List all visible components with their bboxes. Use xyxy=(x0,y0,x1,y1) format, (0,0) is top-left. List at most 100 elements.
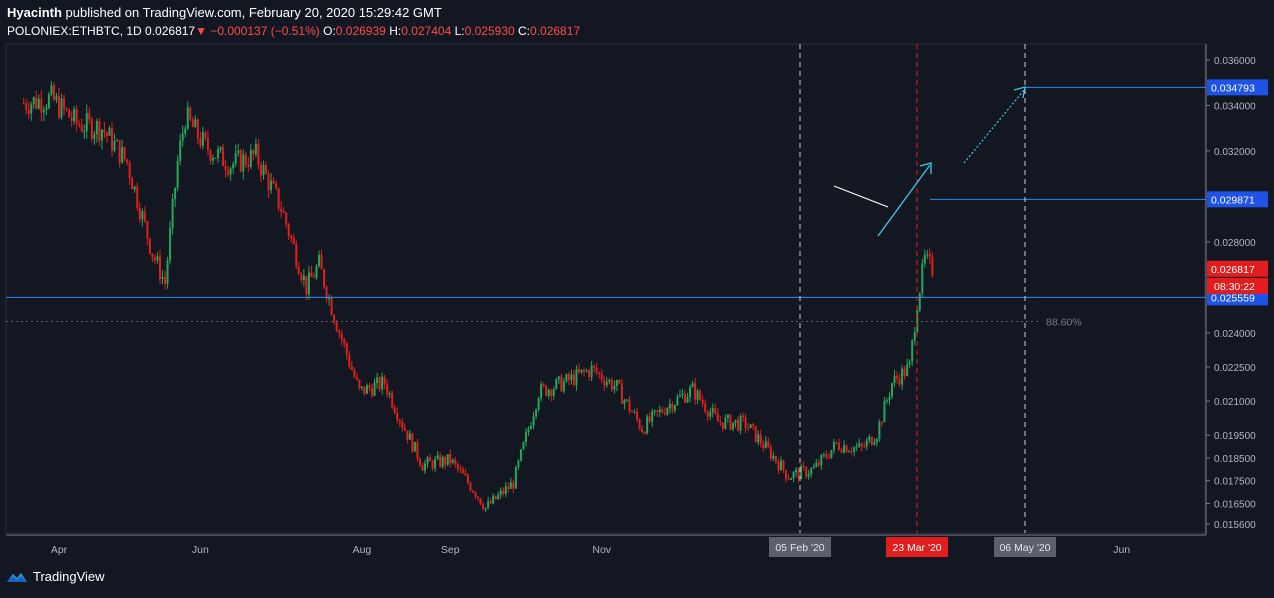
candle-body xyxy=(845,445,848,453)
candle-body xyxy=(658,409,661,412)
candle-body xyxy=(171,199,174,229)
candle-body xyxy=(105,132,108,136)
candle-body xyxy=(353,369,356,377)
candle-body xyxy=(254,143,257,155)
candle-body xyxy=(868,436,871,441)
candle-body xyxy=(802,465,805,467)
candle-body xyxy=(158,256,161,280)
candle-body xyxy=(787,478,790,480)
candle-body xyxy=(585,370,588,372)
candle-body xyxy=(772,455,775,459)
candle-body xyxy=(403,427,406,431)
candle-body xyxy=(832,442,835,451)
candle-body xyxy=(323,269,326,287)
candle-body xyxy=(931,256,934,276)
candle-body xyxy=(709,412,712,417)
candle-body xyxy=(45,107,48,111)
candle-body xyxy=(156,256,159,261)
candle-body xyxy=(906,364,909,376)
y-tick-label: 0.036000 xyxy=(1214,56,1256,67)
candle-body xyxy=(161,276,164,280)
candle-body xyxy=(302,275,305,281)
candle-body xyxy=(721,422,724,429)
candle-body xyxy=(287,224,290,236)
candle-body xyxy=(893,375,896,384)
candle-body xyxy=(401,422,404,428)
x-tick-label: Aug xyxy=(353,544,372,556)
x-tick-label: Apr xyxy=(51,544,68,556)
candle-body xyxy=(418,458,421,466)
candle-body xyxy=(726,414,729,418)
candle-body xyxy=(189,107,192,120)
candle-body xyxy=(37,99,40,109)
candle-body xyxy=(484,507,487,510)
candle-body xyxy=(880,421,883,423)
candle-body xyxy=(113,141,116,151)
candle-body xyxy=(656,410,659,412)
candle-body xyxy=(42,110,45,113)
candle-body xyxy=(810,468,813,475)
candle-body xyxy=(562,381,565,392)
candle-body xyxy=(502,490,505,495)
candle-body xyxy=(58,96,61,118)
candle-body xyxy=(668,403,671,409)
author-name[interactable]: Hyacinth xyxy=(7,5,62,20)
date-tag-box xyxy=(886,537,948,557)
candle-body xyxy=(716,413,719,422)
candle-body xyxy=(282,211,285,214)
candle-body xyxy=(194,119,197,128)
candle-body xyxy=(530,425,533,429)
candle-body xyxy=(734,419,737,423)
candle-body xyxy=(204,132,207,138)
candle-body xyxy=(227,170,230,175)
candle-body xyxy=(747,427,750,429)
candle-body xyxy=(270,180,273,191)
candle-body xyxy=(744,417,747,428)
candle-body xyxy=(391,393,394,408)
candle-body xyxy=(464,473,467,476)
candle-body xyxy=(439,455,442,467)
candle-body xyxy=(211,158,214,161)
candle-body xyxy=(928,253,931,257)
candle-body xyxy=(719,421,722,423)
candle-body xyxy=(535,409,538,417)
candle-body xyxy=(805,466,808,477)
candle-body xyxy=(459,468,462,470)
down-arrow-icon: ▼ xyxy=(195,24,207,38)
y-tick-label: 0.019500 xyxy=(1214,431,1256,442)
candle-body xyxy=(923,254,926,264)
candle-body xyxy=(95,121,98,135)
fib-level-label: 88.60% xyxy=(1046,316,1082,328)
candle-body xyxy=(507,486,510,489)
candle-body xyxy=(444,457,447,465)
brand-text[interactable]: TradingView xyxy=(33,569,105,584)
candle-body xyxy=(663,412,666,415)
candle-body xyxy=(174,187,177,200)
date-tag-label: 23 Mar '20 xyxy=(892,542,941,554)
x-tick-label: Jun xyxy=(192,544,209,556)
candle-body xyxy=(98,121,101,141)
candle-body xyxy=(429,457,432,462)
candle-body xyxy=(567,374,570,381)
candle-body xyxy=(497,494,500,500)
candle-body xyxy=(343,339,346,344)
date-tag-box xyxy=(769,537,831,557)
candle-body xyxy=(224,166,227,171)
candle-body xyxy=(307,272,310,295)
candle-body xyxy=(383,376,386,385)
candle-body xyxy=(550,390,553,396)
candle-body xyxy=(360,386,363,389)
candle-body xyxy=(843,445,846,453)
published-text: published on TradingView.com, February 2… xyxy=(65,5,442,20)
candle-body xyxy=(790,478,793,480)
candle-body xyxy=(792,472,795,479)
candle-body xyxy=(774,455,777,462)
high-label: H: xyxy=(389,24,402,38)
candle-body xyxy=(739,415,742,431)
candle-body xyxy=(711,408,714,413)
symbol-label: POLONIEX:ETHBTC, 1D xyxy=(7,24,142,38)
candle-body xyxy=(191,119,194,128)
candle-body xyxy=(863,446,866,448)
candle-body xyxy=(479,498,482,505)
